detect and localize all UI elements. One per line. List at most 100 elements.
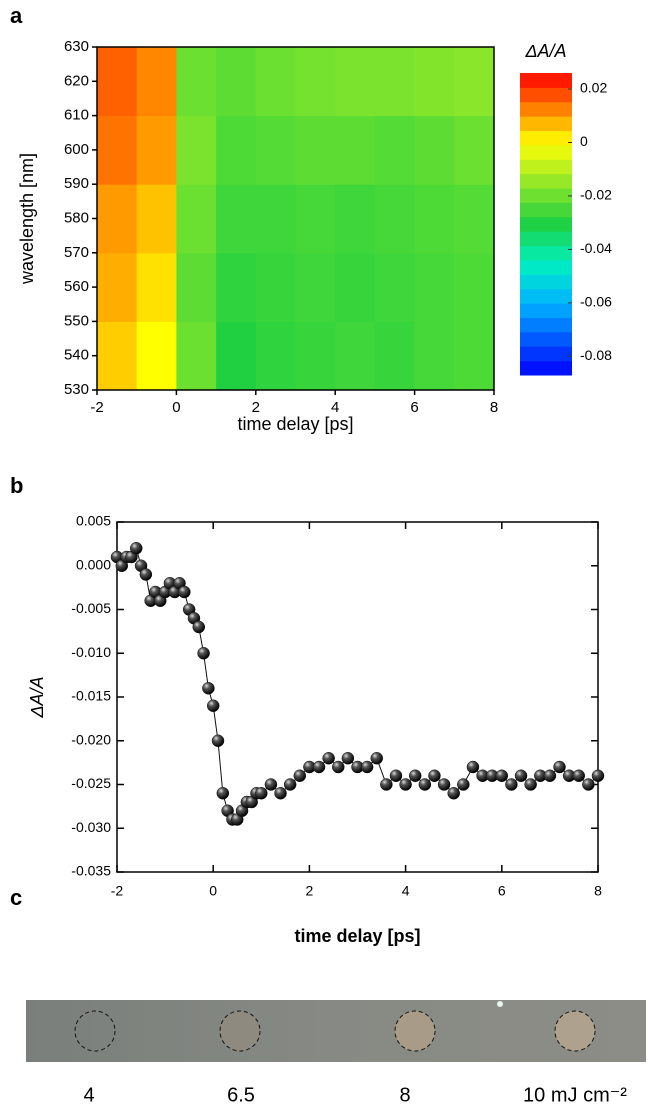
heatmap-cell: [454, 47, 495, 117]
colorbar-step: [520, 231, 572, 247]
data-point: [457, 778, 470, 791]
colorbar-step: [520, 101, 572, 117]
x-axis-label: time delay [ps]: [237, 414, 353, 434]
spot-circle: [554, 1010, 596, 1052]
heatmap-cell: [255, 47, 296, 117]
heatmap-cell: [216, 115, 257, 185]
colorbar-step: [520, 144, 572, 160]
colorbar-step: [520, 360, 572, 376]
heatmap-cell: [136, 47, 177, 117]
data-point: [495, 769, 509, 782]
heatmap-cell: [374, 252, 416, 322]
heatmap-cell: [454, 252, 495, 322]
heatmap-cell: [97, 184, 138, 254]
heatmap-cell: [176, 321, 217, 391]
heatmap-cell: [136, 321, 177, 391]
y-tick-label: 610: [64, 107, 89, 124]
heatmap-cell: [216, 321, 257, 391]
heatmap-cell: [414, 321, 455, 391]
colorbar-step: [520, 173, 572, 189]
y-tick-label: 540: [64, 347, 89, 364]
data-point: [428, 769, 441, 782]
heatmap-cell: [335, 115, 376, 185]
heatmap-cell: [335, 321, 376, 391]
data-point: [360, 760, 374, 774]
colorbar-tick-label: -0.02: [580, 187, 612, 203]
data-point: [553, 760, 566, 774]
spot-circle: [74, 1010, 116, 1052]
heatmap-cell: [97, 321, 138, 391]
y-tick-label: 580: [64, 209, 89, 226]
y-tick-label: 530: [64, 381, 89, 398]
x-tick-label: 4: [331, 399, 339, 416]
y-tick-label: -0.025: [71, 775, 111, 791]
heatmap-cell: [414, 184, 455, 254]
panel-label: a: [10, 3, 23, 28]
colorbar-step: [520, 116, 572, 132]
y-tick-label: -0.010: [71, 644, 111, 660]
heatmap-cell: [97, 47, 138, 117]
data-point: [447, 787, 460, 800]
data-point: [264, 778, 278, 791]
fluence-label: 6.5: [227, 1084, 255, 1106]
panel-label: c: [10, 885, 22, 910]
x-axis-label: time delay [ps]: [294, 926, 420, 946]
colorbar-tick-label: -0.08: [580, 347, 612, 363]
colorbar-step: [520, 288, 572, 304]
heatmap-cell: [414, 47, 455, 117]
data-point: [380, 778, 393, 791]
y-tick-label: 590: [64, 175, 89, 192]
colorbar-step: [520, 87, 572, 103]
photo-strip: [26, 1000, 646, 1062]
x-tick-label: 0: [172, 399, 180, 416]
heatmap-cell: [97, 115, 138, 185]
y-tick-label: 570: [64, 244, 89, 261]
heatmap-cell: [374, 47, 416, 117]
heatmap-cell: [374, 115, 416, 185]
y-axis-label: wavelength [nm]: [17, 153, 37, 285]
data-point: [129, 542, 143, 555]
data-point: [216, 787, 230, 800]
heatmap-cell: [255, 252, 296, 322]
heatmap-cell: [414, 115, 455, 185]
colorbar-step: [520, 202, 572, 218]
y-tick-label: 630: [64, 38, 89, 55]
colorbar-step: [520, 274, 572, 290]
data-point: [408, 769, 422, 782]
data-point: [341, 752, 355, 765]
colorbar-step: [520, 259, 572, 275]
colorbar-step: [520, 216, 572, 232]
y-tick-label: -0.020: [71, 731, 111, 747]
data-point: [514, 769, 528, 782]
y-tick-label: -0.030: [71, 819, 111, 835]
x-tick-label: 6: [410, 399, 418, 416]
x-tick-label: 2: [252, 399, 260, 416]
heatmap-cell: [454, 184, 495, 254]
data-point: [524, 778, 537, 791]
colorbar-tick-label: 0: [580, 133, 588, 149]
x-tick-label: 2: [306, 883, 314, 899]
heatmap-cell: [255, 321, 296, 391]
x-tick-label: 0: [209, 883, 217, 899]
fluence-label: 8: [399, 1084, 410, 1106]
heatmap-cell: [335, 252, 376, 322]
data-point: [418, 778, 432, 791]
data-point: [466, 760, 480, 774]
data-point: [293, 769, 307, 782]
y-tick-label: -0.035: [71, 863, 111, 879]
colorbar-step: [520, 188, 572, 203]
y-tick-label: -0.015: [71, 688, 111, 704]
fluence-label: 4: [83, 1084, 94, 1106]
colorbar-step: [520, 303, 572, 318]
data-point: [274, 787, 287, 800]
data-point: [389, 769, 403, 782]
heatmap-cell: [176, 184, 217, 254]
data-point: [283, 778, 297, 791]
heatmap-cell: [176, 252, 217, 322]
data-point: [322, 752, 335, 765]
data-point: [399, 778, 412, 791]
data-point: [197, 647, 210, 660]
colorbar-step: [520, 245, 572, 261]
fluence-label: 10 mJ cm⁻²: [523, 1084, 627, 1106]
heatmap-cell: [454, 321, 495, 391]
